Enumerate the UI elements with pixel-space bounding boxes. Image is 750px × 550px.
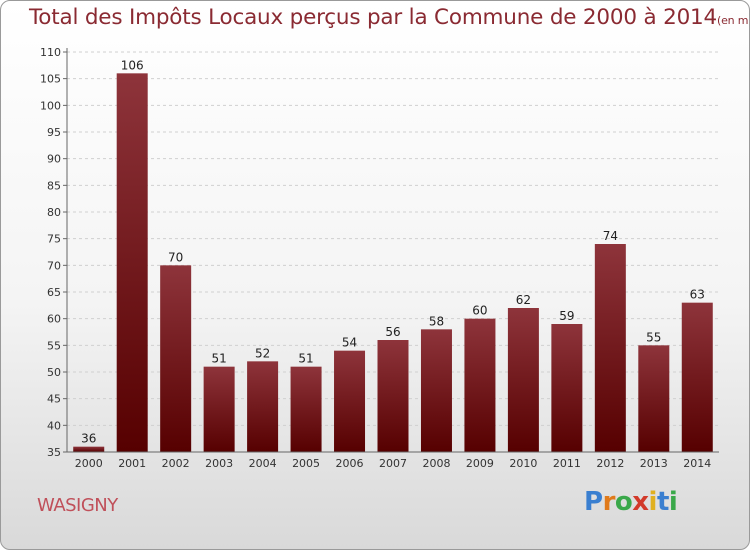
x-tick-label: 2014: [683, 457, 711, 470]
y-tick-label: 35: [47, 446, 61, 459]
data-label: 51: [211, 352, 226, 366]
x-tick-label: 2004: [249, 457, 277, 470]
bar: [464, 318, 496, 452]
logo-letter: i: [668, 487, 678, 517]
axes: [63, 48, 719, 453]
bar: [638, 345, 670, 452]
data-label: 74: [603, 229, 618, 243]
logo-letter: i: [648, 487, 658, 517]
commune-name: WASIGNY: [37, 495, 118, 516]
data-label: 36: [81, 432, 96, 446]
bar: [160, 265, 192, 452]
data-label: 106: [121, 58, 144, 72]
y-tick-label: 45: [47, 393, 61, 406]
y-tick-label: 40: [47, 419, 61, 432]
y-tick-label: 65: [47, 286, 61, 299]
bar: [203, 366, 235, 452]
y-tick-label: 95: [47, 126, 61, 139]
logo-letter: t: [656, 487, 669, 517]
data-label: 62: [516, 293, 531, 307]
bar: [420, 329, 452, 452]
x-tick-label: 2011: [553, 457, 581, 470]
data-label: 59: [559, 309, 574, 323]
data-label: 60: [472, 304, 487, 318]
x-tick-label: 2008: [422, 457, 450, 470]
proxiti-logo: Proxiti: [584, 487, 678, 517]
x-tick-label: 2002: [162, 457, 190, 470]
data-label: 63: [690, 288, 705, 302]
y-tick-label: 55: [47, 339, 61, 352]
bar: [73, 446, 105, 452]
bar: [681, 302, 713, 452]
x-tick-label: 2001: [118, 457, 146, 470]
x-tick-label: 2009: [466, 457, 494, 470]
bar: [551, 324, 583, 452]
y-tick-label: 80: [47, 206, 61, 219]
title-text: Total des Impôts Locaux perçus par la Co…: [29, 5, 717, 30]
bars: [73, 73, 713, 452]
x-tick-label: 2003: [205, 457, 233, 470]
data-label: 56: [385, 325, 400, 339]
x-tick-label: 2007: [379, 457, 407, 470]
bar: [334, 350, 366, 452]
x-tick-label: 2013: [640, 457, 668, 470]
y-tick-label: 100: [40, 99, 61, 112]
data-label: 58: [429, 314, 444, 328]
data-label: 70: [168, 250, 183, 264]
x-tick-label: 2005: [292, 457, 320, 470]
y-tick-label: 75: [47, 233, 61, 246]
y-tick-label: 50: [47, 366, 61, 379]
y-tick-label: 60: [47, 313, 61, 326]
chart-title: Total des Impôts Locaux perçus par la Co…: [29, 5, 750, 30]
logo-letter: x: [632, 487, 649, 517]
data-label: 52: [255, 346, 270, 360]
x-tick-label: 2000: [75, 457, 103, 470]
y-tick-label: 70: [47, 259, 61, 272]
bar: [377, 340, 409, 452]
bar: [594, 244, 626, 452]
bar: [116, 73, 148, 452]
data-label: 51: [298, 352, 313, 366]
y-tick-label: 110: [40, 46, 61, 59]
x-tick-label: 2012: [596, 457, 624, 470]
x-tick-label: 2006: [336, 457, 364, 470]
data-label: 54: [342, 336, 357, 350]
bar: [290, 366, 322, 452]
logo-letter: P: [584, 487, 603, 517]
y-tick-label: 90: [47, 153, 61, 166]
bar: [507, 308, 539, 452]
x-tick-label: 2010: [509, 457, 537, 470]
y-tick-label: 105: [40, 73, 61, 86]
title-unit: (en milliers d'€): [717, 14, 750, 27]
bar: [247, 361, 279, 452]
labels: 35 40 45 50 55 60 65 70 75 80 85 90 95 100 105 110 36 200…: [40, 46, 711, 470]
data-label: 55: [646, 330, 661, 344]
logo-letter: r: [602, 487, 616, 517]
logo-letter: o: [614, 487, 633, 517]
y-tick-label: 85: [47, 179, 61, 192]
